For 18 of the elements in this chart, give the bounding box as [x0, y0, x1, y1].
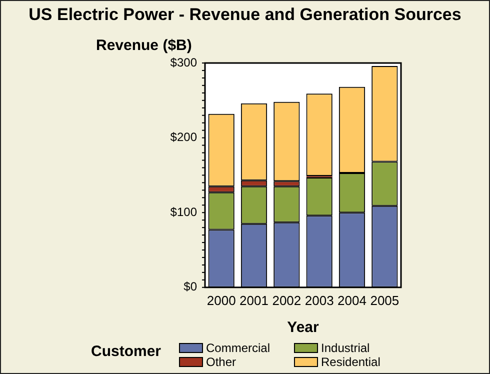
x-tick-label: 2000	[206, 292, 236, 308]
y-tick-label: $100	[170, 204, 198, 219]
legend-label: Commercial	[206, 341, 270, 355]
x-tick-label: 2001	[240, 292, 268, 308]
x-tick-label: 2004	[338, 292, 366, 308]
y-tick-label: $300	[170, 55, 198, 70]
legend-title: Customer	[91, 343, 162, 360]
x-tick-label: 2003	[304, 292, 334, 308]
chart-title: US Electric Power - Revenue and Generation Sources	[28, 5, 462, 25]
y-tick-label: $200	[170, 130, 198, 144]
x-tick-label: 2005	[370, 292, 400, 308]
legend-label: Residential	[321, 355, 380, 369]
y-axis-title: Revenue ($B)	[96, 37, 192, 54]
y-tick-label: $0	[184, 280, 198, 294]
legend-label: Industrial	[321, 341, 370, 355]
x-axis-title: Year	[287, 319, 320, 336]
x-tick-label: 2002	[272, 292, 302, 308]
legend-label: Other	[206, 355, 236, 369]
